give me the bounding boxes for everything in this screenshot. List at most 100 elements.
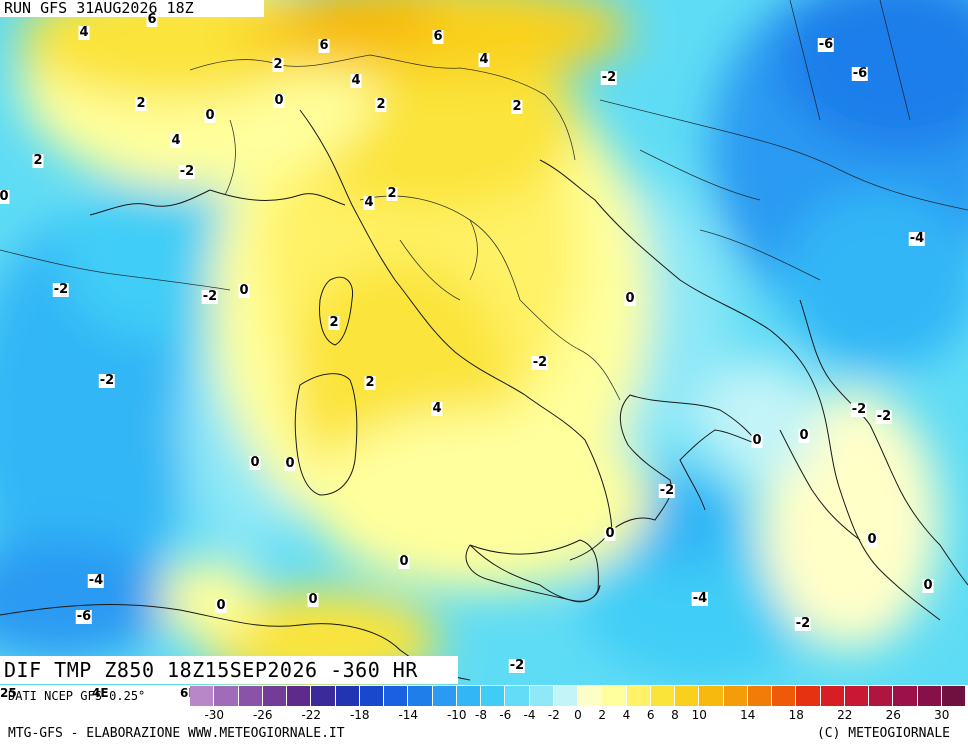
- legend-swatch: [432, 686, 457, 706]
- legend-tick-label: -10: [446, 708, 467, 722]
- contour-value-label: -2: [875, 409, 893, 424]
- legend-swatch: [190, 686, 215, 706]
- legend-swatch: [456, 686, 481, 706]
- contour-value-label: 0: [398, 554, 410, 569]
- legend-swatch: [335, 686, 360, 706]
- contour-value-label: 4: [78, 25, 90, 40]
- coastlines: [0, 109, 968, 681]
- contour-value-label: 6: [432, 29, 444, 44]
- legend-tick-label: 18: [788, 708, 804, 722]
- contour-value-label: -4: [908, 231, 926, 246]
- contour-value-label: 0: [798, 428, 810, 443]
- legend-swatch: [772, 686, 797, 706]
- contour-value-label: -4: [691, 591, 709, 606]
- legend-swatch: [820, 686, 845, 706]
- contour-value-label: 0: [751, 433, 763, 448]
- contour-value-label: 4: [350, 73, 362, 88]
- contour-value-label: 0: [215, 598, 227, 613]
- legend-ticks: -30 -26 -22 -18 -14 -10 -8 -6 -4 -2 0 2 4 6 8 10 14 18 22 2…: [190, 708, 966, 722]
- contour-value-label: 0: [238, 283, 250, 298]
- legend-swatch: [553, 686, 578, 706]
- contour-value-label: 2: [135, 96, 147, 111]
- contour-value-label: 0: [284, 456, 296, 471]
- legend-tick-label: 6: [646, 708, 655, 722]
- legend-swatch: [602, 686, 627, 706]
- contour-value-label: -6: [817, 37, 835, 52]
- legend-swatch: [723, 686, 748, 706]
- legend-swatch: [214, 686, 239, 706]
- legend-tick-label: -14: [398, 708, 419, 722]
- contour-value-label: 0: [624, 291, 636, 306]
- map-title: DIF TMP Z850 18Z15SEP2026 -360 HR: [0, 656, 458, 684]
- legend-swatch: [747, 686, 772, 706]
- legend-swatch: [359, 686, 384, 706]
- legend-swatch: [869, 686, 894, 706]
- contour-value-label: 2: [364, 375, 376, 390]
- contour-value-label: -6: [851, 66, 869, 81]
- color-legend: [190, 686, 966, 706]
- legend-tick-label: -22: [301, 708, 322, 722]
- contour-value-label: 4: [170, 133, 182, 148]
- footer-credit: MTG-GFS - ELABORAZIONE WWW.METEOGIORNALE…: [8, 726, 345, 741]
- legend-tick-label: 10: [691, 708, 707, 722]
- contour-value-label: 0: [307, 592, 319, 607]
- legend-tick-label: -6: [499, 708, 512, 722]
- legend-tick-label: 26: [885, 708, 901, 722]
- legend-swatch: [408, 686, 433, 706]
- contour-value-label: 0: [0, 189, 10, 204]
- legend-tick-label: 2: [598, 708, 607, 722]
- contour-value-label: 2: [328, 315, 340, 330]
- contour-value-label: -2: [98, 373, 116, 388]
- legend-swatch: [287, 686, 312, 706]
- contour-value-label: 0: [204, 108, 216, 123]
- contour-value-label: -4: [87, 573, 105, 588]
- contour-value-label: -2: [794, 616, 812, 631]
- legend-swatch: [481, 686, 506, 706]
- legend-swatch: [529, 686, 554, 706]
- contour-value-label: 0: [922, 578, 934, 593]
- contour-value-label: 4: [363, 195, 375, 210]
- contour-value-label: -6: [75, 609, 93, 624]
- contour-value-label: 0: [273, 93, 285, 108]
- contour-value-label: 4: [478, 52, 490, 67]
- contour-value-label: -2: [201, 289, 219, 304]
- contour-value-label: -2: [658, 483, 676, 498]
- legend-tick-label: 8: [671, 708, 679, 722]
- edge-label-left: 25: [0, 686, 17, 700]
- legend-swatch: [917, 686, 942, 706]
- contour-value-label: 0: [249, 455, 261, 470]
- contour-value-label: 2: [272, 57, 284, 72]
- legend-tick-label: -4: [523, 708, 536, 722]
- legend-swatch: [650, 686, 675, 706]
- edge-label-4e: 4E: [92, 686, 109, 700]
- legend-tick-label: 4: [622, 708, 631, 722]
- legend-tick-label: 0: [574, 708, 582, 722]
- legend-tick-label: 14: [740, 708, 756, 722]
- contour-value-label: -2: [178, 164, 196, 179]
- contour-value-label: 6: [318, 38, 330, 53]
- contour-value-label: -2: [52, 282, 70, 297]
- contour-value-label: 2: [375, 97, 387, 112]
- legend-swatch: [675, 686, 700, 706]
- legend-swatch: [384, 686, 409, 706]
- contour-value-label: -2: [508, 658, 526, 673]
- legend-swatch: [626, 686, 651, 706]
- legend-swatch: [893, 686, 918, 706]
- contour-value-label: 2: [32, 153, 44, 168]
- legend-swatch: [796, 686, 821, 706]
- legend-swatch: [238, 686, 263, 706]
- legend-swatch: [578, 686, 603, 706]
- legend-tick-label: 30: [934, 708, 950, 722]
- legend-tick-label: -8: [475, 708, 487, 722]
- contour-value-label: 2: [511, 99, 523, 114]
- data-source-label: DATI NCEP GFS 0.25°: [8, 689, 146, 703]
- legend-swatch: [941, 686, 966, 706]
- contour-value-label: 0: [866, 532, 878, 547]
- legend-tick-label: -26: [252, 708, 273, 722]
- run-label: RUN GFS 31AUG2026 18Z: [0, 0, 264, 17]
- contour-value-label: -2: [850, 402, 868, 417]
- contour-value-label: 0: [604, 526, 616, 541]
- legend-swatch: [844, 686, 869, 706]
- legend-tick-label: 22: [837, 708, 853, 722]
- contour-value-label: 6: [146, 12, 158, 27]
